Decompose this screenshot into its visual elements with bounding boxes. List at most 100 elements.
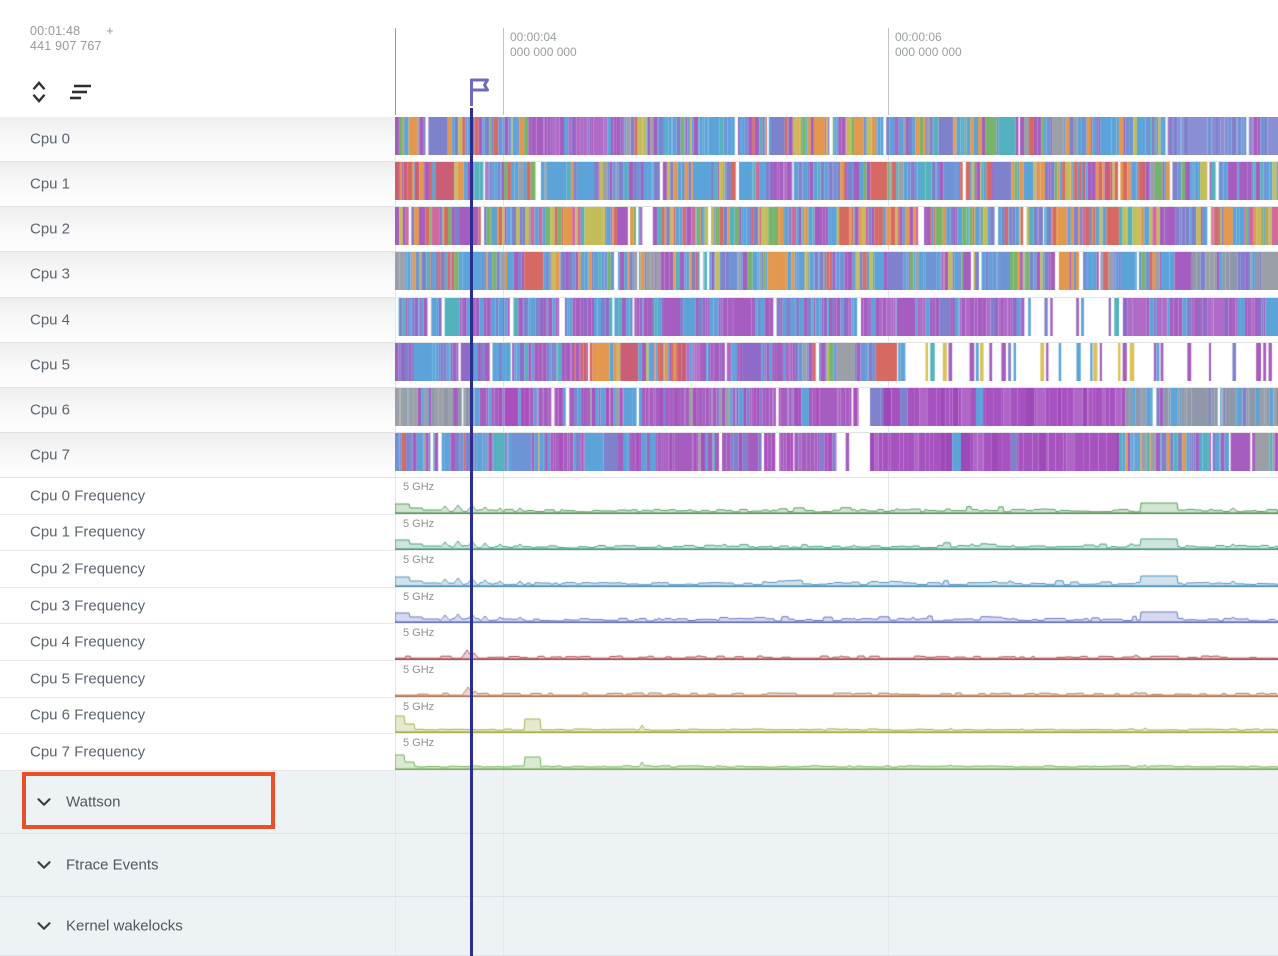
track-label: Cpu 6 xyxy=(30,401,71,419)
ruler-tick xyxy=(888,28,889,115)
sort-icon[interactable] xyxy=(63,80,93,104)
track-label: Cpu 0 xyxy=(30,130,71,148)
freq-track-area[interactable]: 5 GHz xyxy=(395,624,1278,660)
freq-track-area[interactable]: 5 GHz xyxy=(395,698,1278,734)
chevron-down-icon[interactable] xyxy=(33,915,55,937)
track-label: Cpu 6 Frequency xyxy=(30,706,146,724)
selection-time: 00:01:48 xyxy=(30,24,81,38)
section-header-ftrace-events[interactable]: Ftrace Events xyxy=(0,833,1278,897)
cpu-frequency-track-row[interactable]: Cpu 3 Frequency 5 GHz xyxy=(0,587,1278,625)
freq-unit-label: 5 GHz xyxy=(403,627,435,640)
cpu-slices-canvas[interactable] xyxy=(395,297,1278,336)
flag-marker-line[interactable] xyxy=(470,108,473,956)
cpu-frequency-track-row[interactable]: Cpu 6 Frequency 5 GHz xyxy=(0,697,1278,735)
track-label-cell[interactable]: Cpu 0 xyxy=(0,117,395,162)
freq-track-area[interactable]: 5 GHz xyxy=(395,661,1278,697)
freq-counter-canvas[interactable] xyxy=(395,597,1278,624)
flag-marker-icon[interactable] xyxy=(464,75,494,109)
freq-track-area[interactable]: 5 GHz xyxy=(395,478,1278,514)
cpu-track-row[interactable]: Cpu 3 xyxy=(0,252,1278,298)
cpu-frequency-track-row[interactable]: Cpu 4 Frequency 5 GHz xyxy=(0,624,1278,661)
ruler-tick-label: 00:00:06 000 000 000 xyxy=(895,30,962,59)
track-label-cell[interactable]: Cpu 5 Frequency xyxy=(0,660,395,697)
cpu-track-row[interactable]: Cpu 6 xyxy=(0,387,1278,433)
freq-unit-label: 5 GHz xyxy=(403,481,435,493)
freq-counter-canvas[interactable] xyxy=(395,560,1278,587)
section-header-wattson[interactable]: Wattson xyxy=(0,770,1278,834)
cpu-track-row[interactable]: Cpu 1 xyxy=(0,162,1278,208)
freq-counter-canvas[interactable] xyxy=(395,670,1278,697)
track-label: Cpu 2 Frequency xyxy=(30,560,146,578)
track-label-cell[interactable]: Cpu 6 xyxy=(0,387,395,432)
cpu-slices-canvas[interactable] xyxy=(395,252,1278,291)
cpu-track-area[interactable] xyxy=(395,342,1278,387)
freq-track-area[interactable]: 5 GHz xyxy=(395,515,1278,551)
freq-counter-canvas[interactable] xyxy=(395,707,1278,734)
cpu-frequency-track-row[interactable]: Cpu 2 Frequency 5 GHz xyxy=(0,551,1278,588)
freq-counter-canvas[interactable] xyxy=(395,524,1278,551)
cpu-frequency-track-row[interactable]: Cpu 5 Frequency 5 GHz xyxy=(0,660,1278,698)
chevron-down-icon[interactable] xyxy=(33,854,55,876)
cpu-track-row[interactable]: Cpu 5 xyxy=(0,342,1278,388)
cpu-track-area[interactable] xyxy=(395,297,1278,342)
track-label-cell[interactable]: Cpu 5 xyxy=(0,342,395,387)
cpu-track-row[interactable]: Cpu 7 xyxy=(0,432,1278,478)
track-label-cell[interactable]: Cpu 7 xyxy=(0,432,395,477)
section-label: Ftrace Events xyxy=(66,856,159,874)
ruler-origin-line xyxy=(395,28,396,115)
cpu-frequency-track-row[interactable]: Cpu 0 Frequency 5 GHz xyxy=(0,478,1278,515)
freq-unit-label: 5 GHz xyxy=(403,663,435,676)
track-label-cell[interactable]: Cpu 4 Frequency xyxy=(0,624,395,660)
cpu-slices-canvas[interactable] xyxy=(395,207,1278,246)
freq-unit-label: 5 GHz xyxy=(403,554,435,567)
cpu-frequency-track-row[interactable]: Cpu 7 Frequency 5 GHz xyxy=(0,734,1278,771)
track-label: Cpu 5 Frequency xyxy=(30,670,146,688)
freq-track-area[interactable]: 5 GHz xyxy=(395,588,1278,624)
selection-plus: + xyxy=(106,24,114,38)
cpu-slices-canvas[interactable] xyxy=(395,117,1278,155)
track-label: Cpu 5 xyxy=(30,356,71,374)
freq-counter-canvas[interactable] xyxy=(395,633,1278,660)
track-label-cell[interactable]: Cpu 1 Frequency xyxy=(0,514,395,551)
freq-unit-label: 5 GHz xyxy=(403,737,435,750)
time-ruler[interactable]: 00:00:04 000 000 000 00:00:06 000 000 000 xyxy=(395,0,1278,117)
track-label-cell[interactable]: Cpu 3 Frequency xyxy=(0,587,395,624)
track-label-cell[interactable]: Cpu 4 xyxy=(0,297,395,342)
section-label: Kernel wakelocks xyxy=(66,917,183,935)
track-label-cell[interactable]: Cpu 1 xyxy=(0,162,395,207)
track-label-cell[interactable]: Cpu 2 Frequency xyxy=(0,551,395,587)
cpu-slices-canvas[interactable] xyxy=(395,432,1278,471)
cpu-frequency-track-row[interactable]: Cpu 1 Frequency 5 GHz xyxy=(0,514,1278,552)
cpu-track-area[interactable] xyxy=(395,387,1278,432)
ruler-tick-label: 00:00:04 000 000 000 xyxy=(510,30,577,59)
ruler-tick xyxy=(503,28,504,115)
section-header-kernel-wakelocks[interactable]: Kernel wakelocks xyxy=(0,896,1278,956)
track-label-cell[interactable]: Cpu 7 Frequency xyxy=(0,734,395,770)
freq-track-area[interactable]: 5 GHz xyxy=(395,734,1278,770)
track-label: Cpu 4 xyxy=(30,311,71,329)
cpu-slices-canvas[interactable] xyxy=(395,387,1278,426)
cpu-track-area[interactable] xyxy=(395,162,1278,206)
track-label-cell[interactable]: Cpu 3 xyxy=(0,252,395,297)
track-label: Cpu 3 Frequency xyxy=(30,597,146,615)
track-label-cell[interactable]: Cpu 6 Frequency xyxy=(0,697,395,734)
cpu-track-area[interactable] xyxy=(395,432,1278,477)
tracks-body: Cpu 0 Cpu 1 Cpu 2 Cpu 3 Cpu 4 Cpu 5 Cpu 6 Cpu 7… xyxy=(0,117,1278,956)
cpu-track-area[interactable] xyxy=(395,207,1278,251)
cpu-track-area[interactable] xyxy=(395,252,1278,296)
track-label-cell[interactable]: Cpu 0 Frequency xyxy=(0,478,395,514)
chevron-down-icon[interactable] xyxy=(33,791,55,813)
cpu-track-area[interactable] xyxy=(395,117,1278,161)
unfold-more-icon[interactable] xyxy=(28,79,50,105)
cpu-slices-canvas[interactable] xyxy=(395,342,1278,381)
cpu-slices-canvas[interactable] xyxy=(395,162,1278,201)
freq-track-area[interactable]: 5 GHz xyxy=(395,551,1278,587)
track-label-cell[interactable]: Cpu 2 xyxy=(0,207,395,252)
freq-counter-canvas[interactable] xyxy=(395,743,1278,770)
cpu-track-row[interactable]: Cpu 4 xyxy=(0,297,1278,343)
track-label: Cpu 1 xyxy=(30,175,71,193)
cpu-track-row[interactable]: Cpu 2 xyxy=(0,207,1278,253)
cpu-track-row[interactable]: Cpu 0 xyxy=(0,117,1278,163)
freq-counter-canvas[interactable] xyxy=(395,487,1278,514)
track-label: Cpu 0 Frequency xyxy=(30,487,146,505)
